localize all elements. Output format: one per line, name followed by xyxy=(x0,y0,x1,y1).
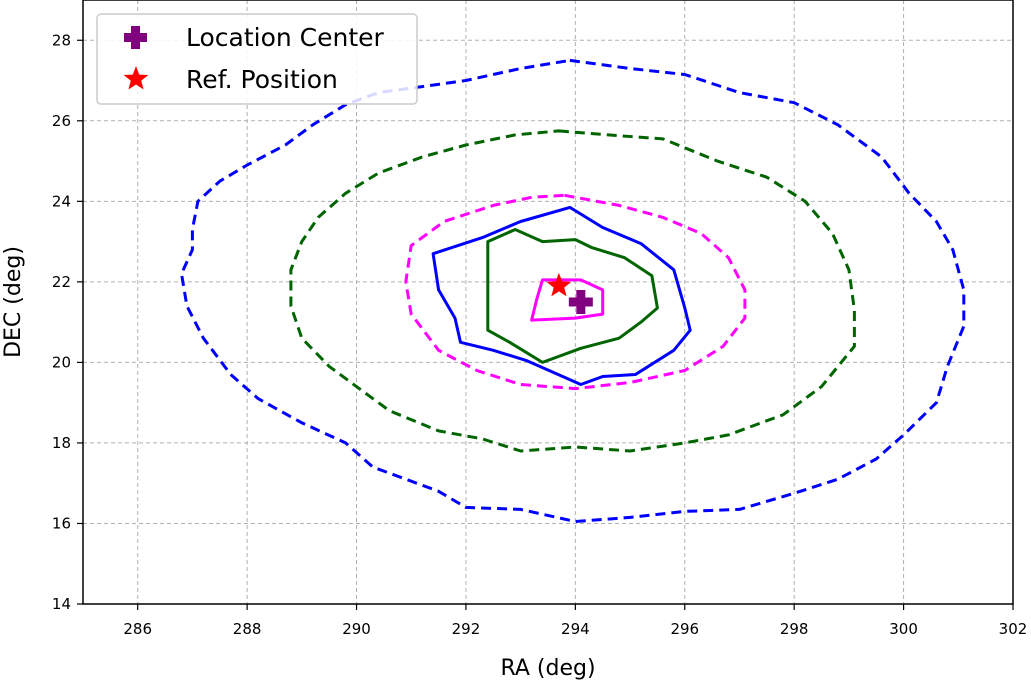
legend: Location Center Ref. Position xyxy=(96,13,418,105)
contour-magenta-dashed xyxy=(404,193,747,391)
legend-entry-location-center: Location Center xyxy=(124,23,385,52)
x-tick-label: 290 xyxy=(342,620,371,638)
contour-green-dashed xyxy=(289,129,856,453)
legend-entry-ref-position: Ref. Position xyxy=(123,65,338,94)
legend-label-location-center: Location Center xyxy=(186,23,385,52)
legend-box xyxy=(96,13,418,105)
plot-frame xyxy=(82,0,1014,605)
x-tick-label: 298 xyxy=(780,620,809,638)
grid-lines xyxy=(83,0,1013,604)
legend-label-ref-position: Ref. Position xyxy=(186,65,338,94)
contour-layer xyxy=(180,58,966,523)
y-tick-label: 18 xyxy=(52,434,71,452)
y-tick-label: 22 xyxy=(52,273,71,291)
y-tick-label: 24 xyxy=(52,192,71,210)
y-axis-label: DEC (deg) xyxy=(1,246,26,358)
marker-layer xyxy=(546,272,593,314)
tick-layer: 286 288 290 292 294 296 298 300 302 14 16 18 20 22 24 2… xyxy=(52,31,1027,638)
x-tick-label: 296 xyxy=(670,620,699,638)
contour-green-solid xyxy=(486,228,659,364)
x-tick-label: 288 xyxy=(233,620,262,638)
ref-position-marker xyxy=(546,272,572,297)
y-tick-label: 26 xyxy=(52,112,71,130)
legend-star-icon xyxy=(123,66,149,90)
location-center-marker xyxy=(568,290,593,314)
y-tick-label: 14 xyxy=(52,595,71,613)
x-tick-label: 300 xyxy=(889,620,918,638)
y-tick-label: 16 xyxy=(52,514,71,532)
y-tick-label: 20 xyxy=(52,353,71,371)
legend-plus-icon xyxy=(124,26,147,49)
x-tick-label: 294 xyxy=(561,620,590,638)
contour-blue-solid xyxy=(431,205,692,386)
y-tick-label: 28 xyxy=(52,31,71,49)
contour-blue-dashed xyxy=(180,58,966,523)
x-axis-label: RA (deg) xyxy=(500,656,595,681)
x-tick-label: 302 xyxy=(999,620,1028,638)
x-tick-label: 286 xyxy=(123,620,152,638)
x-tick-label: 292 xyxy=(452,620,481,638)
contour-magenta-solid xyxy=(530,278,605,322)
